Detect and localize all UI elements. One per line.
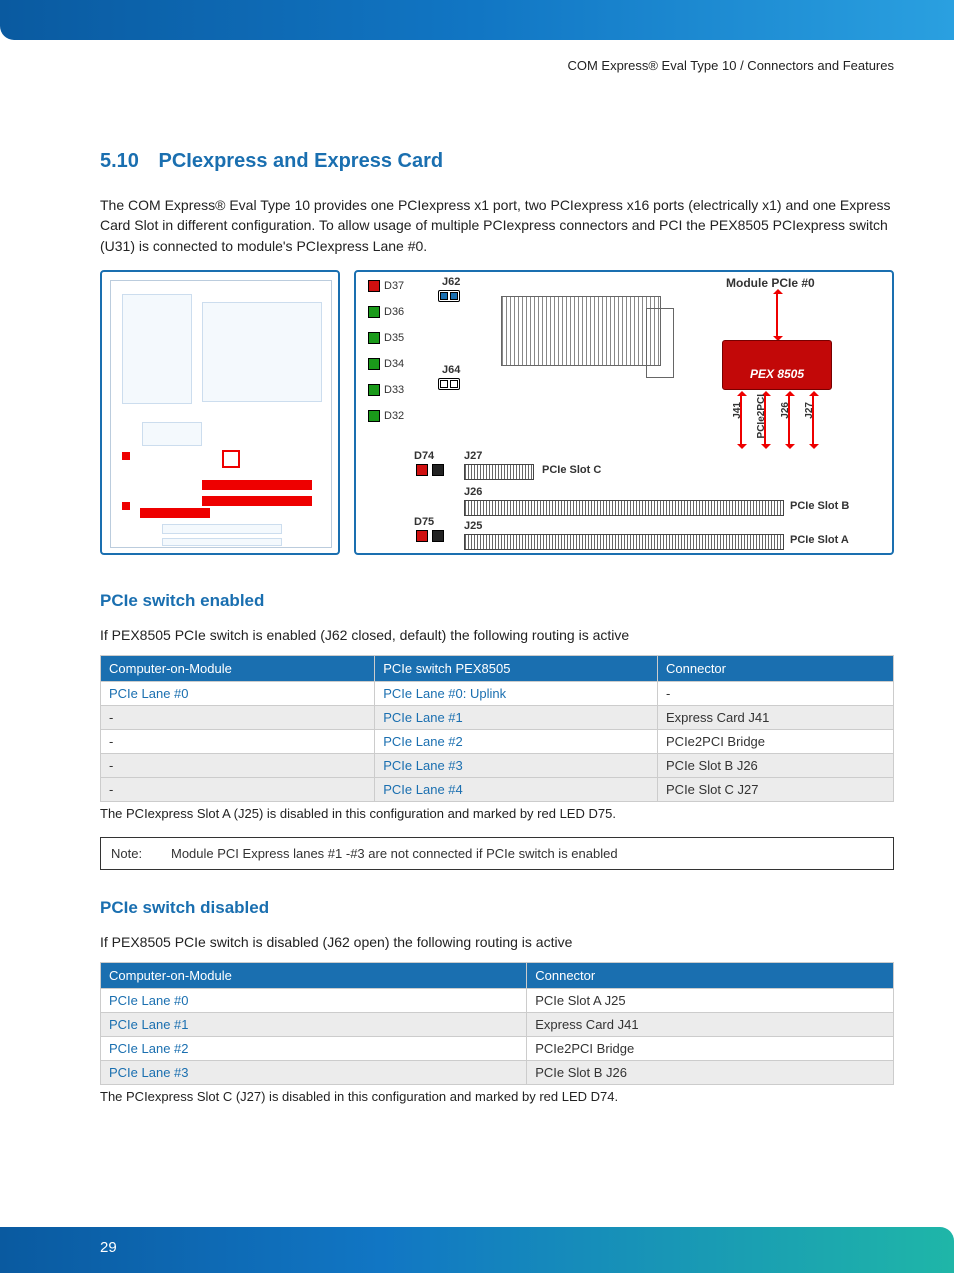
led-d33: D33 [384, 384, 404, 396]
table-switch-enabled: Computer-on-Module PCIe switch PEX8505 C… [100, 655, 894, 802]
heading-disabled: PCIe switch disabled [100, 898, 894, 918]
label-j26: J26 [464, 486, 482, 498]
table-row: PCIe Lane #0 PCIe Slot A J25 [101, 989, 894, 1013]
breadcrumb: COM Express® Eval Type 10 / Connectors a… [567, 58, 894, 73]
led-d32: D32 [384, 410, 404, 422]
table-row: - PCIe Lane #1 Express Card J41 [101, 706, 894, 730]
arrow-label-j41: J41 [732, 402, 743, 419]
col-conn-2: Connector [527, 963, 894, 989]
note-label: Note: [111, 846, 155, 861]
section-number: 5.10 [100, 150, 139, 172]
led-d36: D36 [384, 306, 404, 318]
pex-chip: PEX 8505 [722, 340, 832, 390]
note-box: Note: Module PCI Express lanes #1 -#3 ar… [100, 837, 894, 870]
col-com: Computer-on-Module [101, 656, 375, 682]
table-row: PCIe Lane #1 Express Card J41 [101, 1013, 894, 1037]
figure-board-layout [100, 270, 340, 555]
table-row: PCIe Lane #0 PCIe Lane #0: Uplink - [101, 682, 894, 706]
label-j27: J27 [464, 450, 482, 462]
arrow-label-j26: J26 [780, 402, 791, 419]
col-com-2: Computer-on-Module [101, 963, 527, 989]
caption-enabled: The PCIexpress Slot A (J25) is disabled … [100, 806, 894, 821]
caption-disabled: The PCIexpress Slot C (J27) is disabled … [100, 1089, 894, 1104]
table-row: - PCIe Lane #3 PCIe Slot B J26 [101, 754, 894, 778]
led-d34: D34 [384, 358, 404, 370]
pex-chip-label: PEX 8505 [750, 367, 804, 381]
table-row: PCIe Lane #2 PCIe2PCI Bridge [101, 1037, 894, 1061]
table-row: - PCIe Lane #2 PCIe2PCI Bridge [101, 730, 894, 754]
table-row: PCIe Lane #3 PCIe Slot B J26 [101, 1061, 894, 1085]
page-number: 29 [100, 1239, 117, 1256]
label-slot-a: PCIe Slot A [790, 534, 849, 546]
intro-paragraph: The COM Express® Eval Type 10 provides o… [100, 195, 894, 256]
figure-pcie-topology: D37 D36 D35 D34 D33 D32 J62 J64 D74 D75 … [354, 270, 894, 555]
note-text: Module PCI Express lanes #1 -#3 are not … [171, 846, 618, 861]
page-content: 5.10 PCIexpress and Express Card The COM… [100, 150, 894, 1120]
label-slot-b: PCIe Slot B [790, 500, 849, 512]
led-d75-label: D75 [414, 516, 434, 528]
table-row: - PCIe Lane #4 PCIe Slot C J27 [101, 778, 894, 802]
label-j25: J25 [464, 520, 482, 532]
led-d35: D35 [384, 332, 404, 344]
figure-row: D37 D36 D35 D34 D33 D32 J62 J64 D74 D75 … [100, 270, 894, 555]
led-d37: D37 [384, 280, 404, 292]
lead-enabled: If PEX8505 PCIe switch is enabled (J62 c… [100, 625, 894, 645]
label-j62: J62 [442, 276, 460, 288]
label-module-pcie: Module PCIe #0 [726, 276, 815, 290]
lead-disabled: If PEX8505 PCIe switch is disabled (J62 … [100, 932, 894, 952]
header-bar [0, 0, 954, 40]
heading-enabled: PCIe switch enabled [100, 591, 894, 611]
arrow-label-j27: J27 [804, 402, 815, 419]
arrow-label-bridge: PCIe2PCI [756, 394, 767, 438]
section-title: PCIexpress and Express Card [159, 150, 444, 172]
label-j64: J64 [442, 364, 460, 376]
footer-bar: 29 [0, 1227, 954, 1273]
table-switch-disabled: Computer-on-Module Connector PCIe Lane #… [100, 962, 894, 1085]
led-d74-label: D74 [414, 450, 434, 462]
section-heading: 5.10 PCIexpress and Express Card [100, 150, 894, 173]
col-conn: Connector [658, 656, 894, 682]
col-pex: PCIe switch PEX8505 [375, 656, 658, 682]
label-slot-c: PCIe Slot C [542, 464, 601, 476]
